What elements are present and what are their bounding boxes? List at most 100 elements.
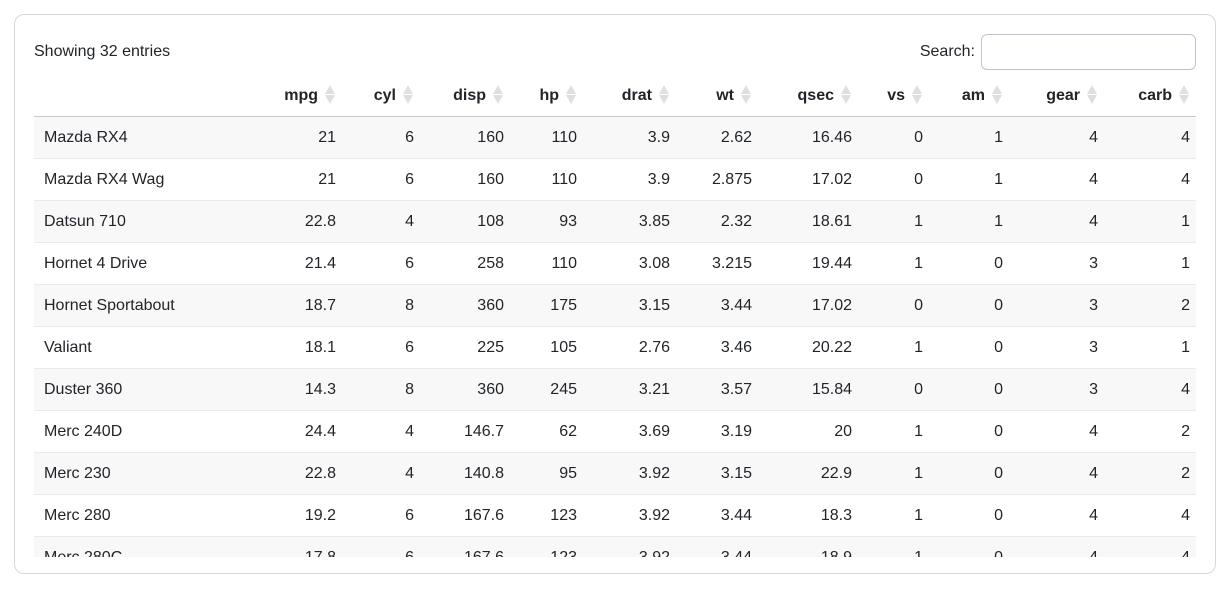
entries-info: Showing 32 entries [34,43,171,60]
column-header-rowname [34,74,254,117]
row-name-cell: Valiant [34,326,254,369]
table-row: Duster 360 14.3 8 360 245 3.21 3.57 15.84 0 0 3 4 [34,368,1196,411]
table-viewport: mpg cyl disp hp drat wt qsec vs am gear carb Mazda… [34,74,1196,557]
column-header-label: hp [539,87,559,104]
table-row: Datsun 710 22.8 4 108 93 3.85 2.32 18.61 1 1 4 1 [34,200,1196,243]
cell-hp: 110 [510,242,583,285]
cell-vs: 1 [858,410,929,453]
cell-hp: 95 [510,452,583,495]
column-header-label: mpg [284,87,318,104]
cell-vs: 1 [858,452,929,495]
cell-hp: 62 [510,410,583,453]
cell-qsec: 19.44 [758,242,858,285]
cell-gear: 4 [1009,116,1104,159]
cell-carb: 4 [1104,158,1196,201]
cell-disp: 360 [420,284,510,327]
table-body: Mazda RX4 21 6 160 110 3.9 2.62 16.46 0 1 4 4 Mazda … [34,116,1196,557]
cell-disp: 258 [420,242,510,285]
sort-icon [992,85,1002,104]
column-header-carb[interactable]: carb [1104,74,1196,117]
column-header-label: qsec [797,87,834,104]
column-header-gear[interactable]: gear [1009,74,1104,117]
cell-drat: 3.92 [583,494,676,537]
cell-carb: 4 [1104,368,1196,411]
cell-hp: 175 [510,284,583,327]
cell-mpg: 17.8 [254,536,342,557]
cell-wt: 3.44 [676,536,758,557]
cell-vs: 0 [858,284,929,327]
column-header-disp[interactable]: disp [420,74,510,117]
cell-gear: 4 [1009,494,1104,537]
sort-icon [741,85,751,104]
row-name-cell: Merc 280 [34,494,254,537]
cell-wt: 2.62 [676,116,758,159]
table-row: Merc 230 22.8 4 140.8 95 3.92 3.15 22.9 1 0 4 2 [34,452,1196,495]
cell-qsec: 22.9 [758,452,858,495]
cell-gear: 3 [1009,326,1104,369]
cell-am: 0 [929,284,1009,327]
column-header-cyl[interactable]: cyl [342,74,420,117]
cell-drat: 3.92 [583,536,676,557]
cell-vs: 1 [858,200,929,243]
cell-wt: 3.19 [676,410,758,453]
cell-cyl: 4 [342,410,420,453]
cell-mpg: 18.1 [254,326,342,369]
column-header-label: gear [1046,87,1080,104]
cell-qsec: 18.3 [758,494,858,537]
cell-gear: 4 [1009,536,1104,557]
column-header-am[interactable]: am [929,74,1009,117]
search-input[interactable] [981,34,1196,70]
column-header-label: drat [621,87,652,104]
table-header-row: mpg cyl disp hp drat wt qsec vs am gear carb [34,74,1196,117]
cell-am: 1 [929,158,1009,201]
column-header-vs[interactable]: vs [858,74,929,117]
cell-disp: 160 [420,116,510,159]
column-header-qsec[interactable]: qsec [758,74,858,117]
sort-icon [566,85,576,104]
cell-drat: 3.15 [583,284,676,327]
cell-wt: 3.44 [676,284,758,327]
cell-disp: 160 [420,158,510,201]
column-header-hp[interactable]: hp [510,74,583,117]
cell-hp: 105 [510,326,583,369]
cell-hp: 123 [510,494,583,537]
cell-disp: 108 [420,200,510,243]
column-header-label: disp [453,87,486,104]
row-name-cell: Duster 360 [34,368,254,411]
cell-am: 0 [929,326,1009,369]
cell-cyl: 6 [342,494,420,537]
cell-qsec: 20.22 [758,326,858,369]
cell-vs: 0 [858,368,929,411]
cell-cyl: 6 [342,242,420,285]
column-header-drat[interactable]: drat [583,74,676,117]
cell-mpg: 14.3 [254,368,342,411]
cell-drat: 3.9 [583,116,676,159]
cell-gear: 4 [1009,452,1104,495]
table-row: Valiant 18.1 6 225 105 2.76 3.46 20.22 1 0 3 1 [34,326,1196,369]
cell-mpg: 21 [254,158,342,201]
cell-gear: 4 [1009,158,1104,201]
cell-mpg: 22.8 [254,200,342,243]
cell-cyl: 6 [342,116,420,159]
cell-vs: 1 [858,494,929,537]
cell-disp: 167.6 [420,494,510,537]
column-header-mpg[interactable]: mpg [254,74,342,117]
cell-vs: 1 [858,536,929,557]
cell-qsec: 15.84 [758,368,858,411]
cell-carb: 1 [1104,200,1196,243]
column-header-label: wt [716,87,734,104]
cell-cyl: 6 [342,536,420,557]
cell-am: 0 [929,242,1009,285]
cell-mpg: 24.4 [254,410,342,453]
cell-carb: 2 [1104,284,1196,327]
cell-qsec: 20 [758,410,858,453]
cell-disp: 140.8 [420,452,510,495]
column-header-wt[interactable]: wt [676,74,758,117]
cell-cyl: 4 [342,200,420,243]
table-topbar: Showing 32 entries Search: [34,33,1196,71]
sort-icon [493,85,503,104]
cell-hp: 110 [510,158,583,201]
table-row: Merc 240D 24.4 4 146.7 62 3.69 3.19 20 1 0 4 2 [34,410,1196,453]
cell-wt: 2.875 [676,158,758,201]
cell-gear: 3 [1009,284,1104,327]
